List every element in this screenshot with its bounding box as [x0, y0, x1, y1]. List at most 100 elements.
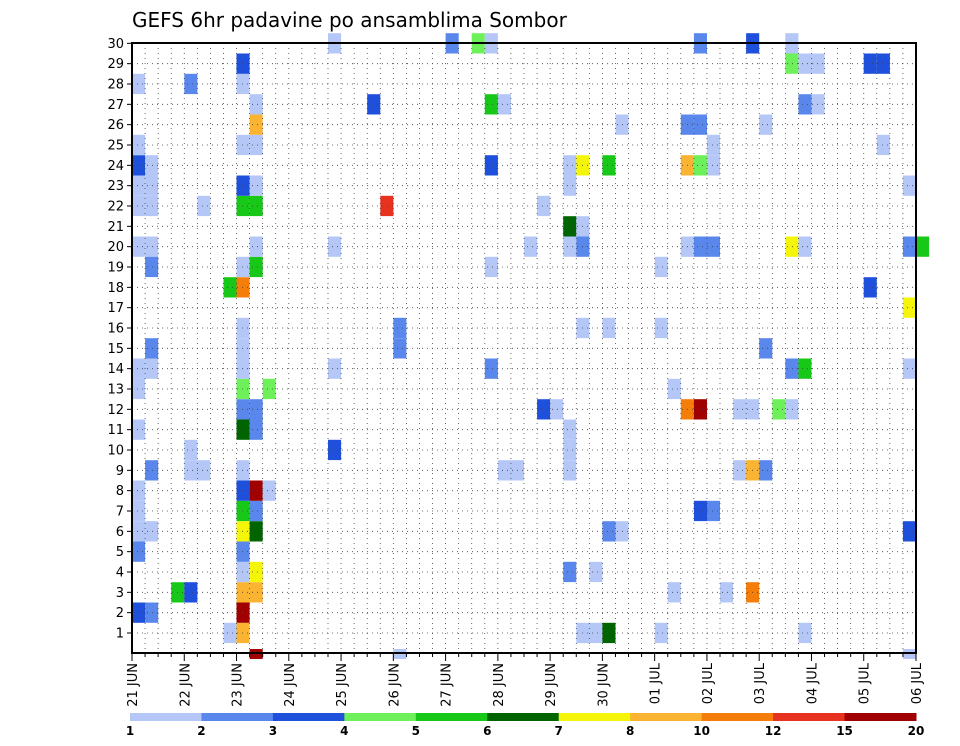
precip-cell — [132, 500, 146, 522]
precip-cell — [524, 236, 538, 257]
precip-cell — [759, 114, 773, 135]
precip-cell — [132, 73, 146, 95]
precip-cell — [249, 175, 263, 196]
legend-label: 5 — [412, 724, 420, 738]
precip-cell — [484, 256, 498, 278]
grid-layer — [132, 42, 916, 653]
precip-cell — [328, 236, 342, 257]
precip-cell — [916, 236, 930, 257]
precip-cell — [393, 338, 407, 359]
precip-cell — [693, 500, 707, 522]
precip-cell — [236, 256, 250, 278]
precip-cell — [706, 155, 720, 176]
precip-cell — [785, 399, 799, 420]
x-tick-label: 24 JUN — [283, 663, 298, 707]
precip-cell — [249, 114, 263, 135]
precip-cell — [132, 602, 146, 623]
precip-cell — [902, 521, 916, 542]
y-tick-label: 12 — [107, 403, 124, 418]
precip-cell — [249, 236, 263, 257]
precip-cell — [236, 541, 250, 562]
x-tick-label: 25 JUN — [335, 663, 350, 707]
precip-cell — [184, 73, 198, 95]
y-tick-label: 26 — [107, 118, 124, 133]
precip-cell — [197, 195, 211, 217]
legend-swatch — [630, 713, 703, 721]
precip-cell — [393, 317, 407, 339]
precip-cell — [654, 622, 668, 644]
y-tick-label: 24 — [107, 159, 124, 174]
precip-cell — [798, 53, 812, 74]
precip-cell — [563, 175, 577, 196]
precip-cell — [184, 439, 198, 461]
precip-cell — [484, 358, 498, 379]
precip-cell — [223, 622, 237, 644]
precip-cell — [785, 358, 799, 379]
y-tick-label: 13 — [107, 383, 124, 398]
precip-cell — [772, 399, 786, 420]
legend-label: 12 — [765, 724, 782, 738]
y-tick-label: 29 — [107, 57, 124, 72]
precip-cell — [236, 277, 250, 298]
precip-cell — [720, 582, 734, 603]
precip-cell — [249, 94, 263, 115]
precip-cell — [132, 195, 146, 217]
legend-label: 4 — [340, 724, 348, 738]
precip-cell — [132, 358, 146, 379]
precip-cell — [236, 338, 250, 359]
x-tick-label: 26 JUN — [387, 663, 402, 707]
precip-cell — [145, 256, 159, 278]
legend-swatch — [130, 713, 202, 721]
precip-cell — [693, 236, 707, 257]
precip-cell — [249, 195, 263, 217]
precip-cell — [145, 338, 159, 359]
precip-cell — [236, 195, 250, 217]
precip-cell — [798, 622, 812, 644]
y-tick-label: 11 — [107, 423, 124, 438]
legend-swatch — [487, 713, 560, 721]
precip-cell — [145, 236, 159, 257]
legend-swatch — [773, 713, 846, 721]
precip-cell — [902, 358, 916, 379]
precip-cell — [236, 521, 250, 542]
legend-label: 10 — [693, 724, 710, 738]
legend-swatch — [201, 713, 274, 721]
precip-cell — [811, 53, 825, 74]
x-tick-label: 03 JUL — [753, 662, 768, 704]
chart-title: GEFS 6hr padavine po ansamblima Sombor — [132, 8, 568, 32]
x-axis-ticks: 21 JUN 22 JUN 23 JUN 24 JUN 25 JUN 26 JUN 27 J… — [126, 653, 925, 707]
precip-cell — [132, 378, 146, 400]
y-tick-label: 28 — [107, 78, 124, 93]
precip-cell — [262, 378, 276, 400]
precip-cell — [236, 175, 250, 196]
y-tick-label: 9 — [116, 464, 124, 479]
y-tick-label: 15 — [107, 342, 124, 357]
precip-cell — [563, 236, 577, 257]
precip-cell — [484, 94, 498, 115]
precip-cell — [262, 480, 276, 501]
precip-cell — [863, 53, 877, 74]
precip-cell — [863, 277, 877, 298]
precip-cell — [563, 561, 577, 583]
x-tick-label: 06 JUL — [910, 662, 925, 704]
precip-cell — [249, 500, 263, 522]
precip-cell — [667, 378, 681, 400]
precip-cell — [132, 236, 146, 257]
y-tick-label: 4 — [116, 566, 124, 581]
precip-cell — [602, 521, 616, 542]
precip-cell — [249, 480, 263, 501]
legend-label: 15 — [836, 724, 853, 738]
precip-cell — [876, 53, 890, 74]
precip-cell — [693, 155, 707, 176]
precip-cell — [236, 317, 250, 339]
legend-label: 8 — [626, 724, 634, 738]
precip-cell — [132, 541, 146, 562]
legend-label: 1 — [126, 724, 134, 738]
precip-cell — [184, 460, 198, 481]
y-tick-label: 8 — [116, 484, 124, 499]
precip-cell — [223, 277, 237, 298]
y-tick-label: 2 — [116, 606, 124, 621]
precip-cell — [132, 134, 146, 156]
